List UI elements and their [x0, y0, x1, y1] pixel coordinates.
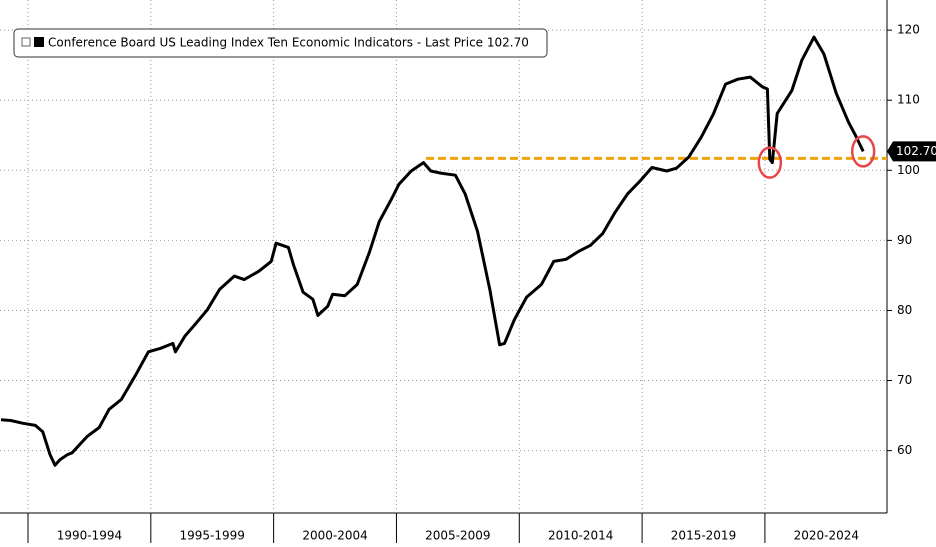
legend-swatch [34, 37, 44, 47]
y-tick-label: 70 [897, 373, 912, 387]
x-tick-label: 2020-2024 [794, 529, 859, 543]
plot [0, 35, 887, 467]
legend-toggle [21, 37, 31, 47]
highlight-circle [850, 135, 876, 168]
y-tick-label: 90 [897, 233, 912, 247]
last-price-label: 102.70 [896, 144, 936, 158]
legend-box [13, 28, 548, 58]
y-tick-label: 100 [897, 163, 920, 177]
legend: Conference Board US Leading Index Ten Ec… [13, 28, 548, 58]
y-tick-label: 120 [897, 23, 920, 37]
y-tick-label: 60 [897, 443, 912, 457]
x-tick-label: 2005-2009 [425, 529, 490, 543]
grid: 60 70 80 90 100 110 120 1990-1994 1995-1999 2000-… [0, 0, 920, 543]
y-tick-label: 110 [897, 93, 920, 107]
y-tick-label: 80 [897, 303, 912, 317]
last-price-tag [887, 141, 936, 162]
x-tick-label: 2010-2014 [548, 529, 613, 543]
x-tick-label: 2000-2004 [302, 529, 367, 543]
x-tick-label: 2015-2019 [671, 529, 736, 543]
x-tick-label: 1990-1994 [57, 529, 122, 543]
series-line [0, 35, 865, 467]
highlight-circle [757, 146, 783, 179]
legend-label: Conference Board US Leading Index Ten Ec… [48, 36, 529, 50]
x-tick-label: 1995-1999 [180, 529, 245, 543]
